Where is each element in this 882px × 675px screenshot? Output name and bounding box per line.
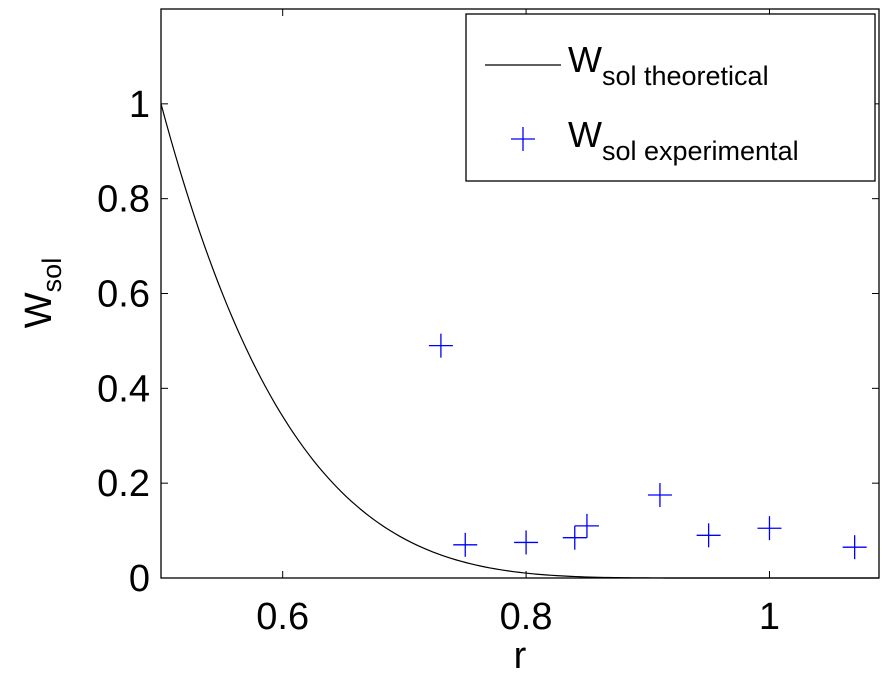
experimental-point bbox=[696, 523, 721, 548]
experimental-point bbox=[562, 525, 587, 550]
y-tick-label: 0.6 bbox=[97, 274, 150, 316]
experimental-point bbox=[757, 516, 782, 541]
x-axis-label: r bbox=[514, 635, 527, 675]
y-tick-labels: 0 0.2 0.4 0.6 0.8 1 bbox=[97, 84, 150, 600]
legend-experimental-sub: sol experimental bbox=[602, 136, 799, 166]
legend-label-experimental: Wsol experimental bbox=[568, 114, 799, 166]
y-axis-label-sub: sol bbox=[37, 258, 67, 293]
legend: Wsol theoretical Wsol experimental bbox=[465, 13, 876, 182]
y-tick-label: 0.8 bbox=[97, 179, 150, 221]
legend-theoretical-main: W bbox=[568, 39, 602, 80]
y-tick-label: 0.4 bbox=[97, 368, 150, 410]
legend-theoretical-sub: sol theoretical bbox=[602, 61, 769, 91]
legend-box bbox=[465, 13, 876, 182]
theoretical-series bbox=[160, 103, 879, 579]
theoretical-curve bbox=[160, 103, 879, 579]
legend-experimental-main: W bbox=[568, 114, 602, 155]
experimental-point bbox=[453, 532, 478, 557]
legend-label-theoretical: Wsol theoretical bbox=[568, 39, 769, 91]
y-tick-label: 1 bbox=[129, 84, 150, 126]
y-tick-label: 0.2 bbox=[97, 463, 150, 505]
experimental-point bbox=[842, 535, 867, 560]
experimental-point bbox=[428, 333, 453, 358]
x-tick-labels: 0.6 0.8 1 bbox=[256, 596, 780, 638]
y-axis-label: Wsol bbox=[18, 258, 67, 328]
y-tick-label: 0 bbox=[129, 558, 150, 600]
experimental-point bbox=[514, 530, 539, 555]
experimental-point bbox=[647, 483, 672, 508]
legend-plus-marker bbox=[511, 127, 535, 151]
x-tick-label: 1 bbox=[759, 596, 780, 638]
x-tick-label: 0.6 bbox=[256, 596, 309, 638]
x-tick-label: 0.8 bbox=[500, 596, 553, 638]
y-axis-label-main: W bbox=[18, 292, 60, 328]
experimental-series bbox=[428, 333, 867, 560]
experimental-point bbox=[574, 513, 599, 538]
